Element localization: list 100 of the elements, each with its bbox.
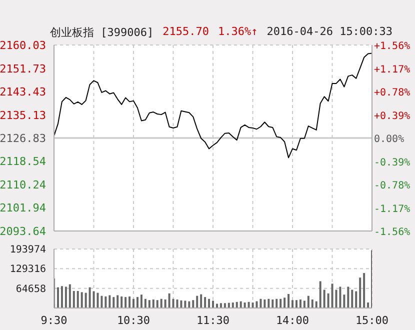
bar — [204, 297, 206, 308]
bar — [96, 292, 99, 308]
bar — [299, 299, 302, 308]
bar — [76, 290, 79, 308]
y2-tick-label: +0.78% — [374, 88, 410, 98]
y-tick-label: 64658 — [16, 284, 46, 295]
bar — [252, 302, 254, 308]
bar — [288, 294, 290, 308]
bar — [307, 296, 310, 308]
bar — [331, 284, 334, 308]
bar — [164, 299, 166, 308]
bar — [68, 284, 71, 308]
bar — [355, 291, 358, 308]
bar — [292, 300, 294, 308]
text: 2155.70 — [162, 25, 209, 40]
bar — [343, 294, 346, 308]
y2-tick-label: -1.17% — [374, 204, 410, 215]
y-tick-label: 2151.73 — [0, 62, 46, 76]
bar — [104, 296, 107, 308]
bar — [148, 300, 150, 308]
bar — [176, 299, 178, 308]
bar — [140, 294, 142, 308]
bar — [272, 299, 274, 308]
bar — [128, 296, 131, 308]
bar — [295, 300, 298, 308]
bar — [327, 293, 330, 308]
bar — [116, 295, 119, 308]
x-tick-label: 11:30 — [196, 314, 230, 327]
y2-tick-label: -0.78% — [374, 180, 410, 192]
y2-tick-label: +1.56% — [374, 41, 410, 52]
text: 2016-04-26 15:00:33 — [266, 25, 393, 40]
bar — [92, 291, 95, 308]
bar — [120, 296, 123, 308]
bar — [180, 300, 182, 308]
bar — [124, 297, 127, 308]
x-tick-label: 14:00 — [276, 314, 310, 327]
bar — [72, 290, 75, 308]
bar — [200, 294, 202, 308]
y-tick-label: 2118.54 — [0, 155, 46, 168]
bar — [359, 278, 362, 308]
bar — [363, 273, 366, 308]
y-tick-label: 2101.94 — [0, 202, 46, 215]
bar — [80, 292, 83, 308]
bar — [192, 300, 194, 308]
bar — [347, 286, 350, 308]
bar — [156, 300, 158, 308]
bar — [136, 297, 138, 308]
bar — [244, 302, 246, 308]
y-tick-label: 2093.64 — [0, 225, 46, 238]
y2-tick-label: -0.39% — [374, 157, 410, 168]
bar — [248, 302, 250, 308]
bar — [160, 298, 162, 308]
bar — [88, 287, 91, 308]
bar — [152, 299, 154, 308]
bar — [260, 298, 262, 308]
bar — [236, 302, 238, 308]
y2-tick-label: +0.39% — [374, 110, 410, 122]
chart-title: 创业板指 [399006] — [50, 25, 154, 40]
bar — [319, 281, 322, 308]
bar — [132, 298, 135, 308]
y-tick-label: 2143.43 — [0, 86, 46, 99]
y-tick-label: 2110.24 — [0, 178, 46, 192]
bar — [220, 303, 222, 308]
bar — [144, 298, 146, 308]
bar — [212, 300, 214, 308]
y2-tick-label: 0.00% — [374, 134, 404, 145]
bar — [108, 295, 111, 308]
bar — [172, 298, 174, 308]
bar — [323, 290, 326, 308]
bar — [208, 298, 210, 308]
bar — [168, 293, 170, 308]
bar — [367, 302, 370, 308]
bar — [284, 298, 286, 308]
bar — [224, 303, 226, 308]
y-tick-label: 129316 — [10, 264, 46, 276]
bar — [311, 299, 314, 308]
y-tick-label: 2126.83 — [0, 132, 46, 146]
bar — [184, 300, 186, 308]
bar — [276, 298, 278, 308]
y2-tick-label: -1.56% — [374, 227, 410, 238]
x-tick-label: 15:00 — [355, 314, 389, 327]
y-tick-label: 193974 — [10, 244, 46, 256]
line-series — [54, 52, 372, 158]
bar — [232, 302, 234, 308]
text: 1.36%↑ — [218, 25, 258, 40]
bar — [56, 287, 59, 308]
bar — [216, 304, 218, 308]
bar — [84, 292, 87, 308]
bar — [339, 286, 342, 308]
bar — [351, 290, 354, 308]
bar — [303, 300, 306, 308]
y-tick-label: 2160.03 — [0, 39, 46, 52]
y-tick-label: 2135.13 — [0, 108, 46, 122]
bar — [268, 298, 270, 308]
bar — [280, 298, 282, 308]
bar — [196, 296, 198, 308]
bar — [264, 299, 266, 308]
bar — [112, 297, 115, 308]
y2-tick-label: +1.17% — [374, 64, 410, 76]
bar — [60, 286, 63, 308]
